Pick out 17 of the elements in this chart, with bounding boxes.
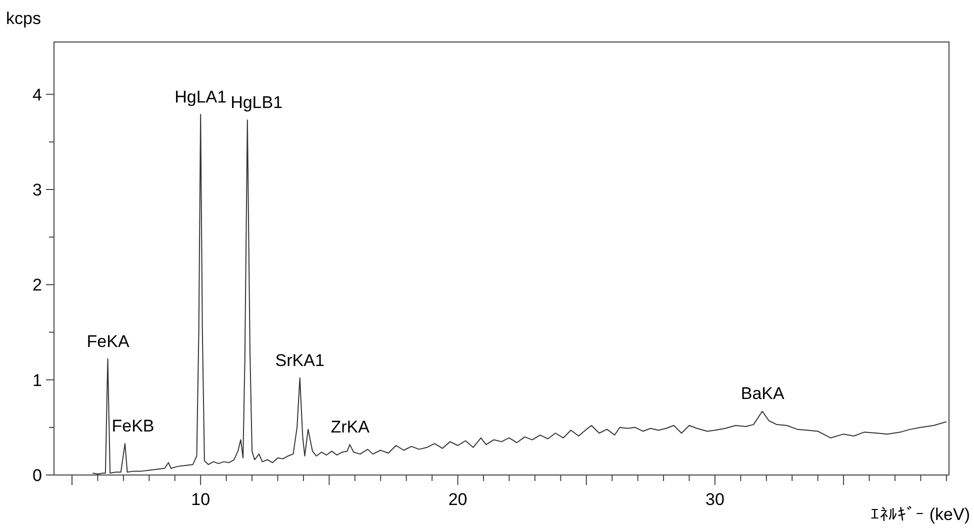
annotation: BaKA — [740, 384, 785, 404]
y-tick-label: 3 — [32, 180, 42, 200]
y-axis-title: kcps — [6, 9, 41, 28]
x-axis-title: ｴﾈﾙｷﾞｰ (keV) — [870, 505, 970, 524]
y-tick-label: 1 — [32, 370, 42, 390]
x-tick-label: 10 — [191, 490, 210, 509]
y-tick-label: 0 — [32, 466, 42, 485]
x-tick-label: 30 — [706, 490, 724, 509]
annotation: HgLA1 — [174, 87, 227, 106]
x-tick-label: 20 — [448, 490, 468, 509]
annotation: HgLB1 — [230, 93, 283, 112]
annotation: FeKA — [86, 332, 130, 351]
y-tick-label: 2 — [32, 276, 42, 295]
y-tick-label: 4 — [32, 85, 42, 104]
annotation: SrKA1 — [275, 350, 324, 370]
annotation: ZrKA — [330, 418, 370, 437]
annotation: FeKB — [112, 416, 154, 436]
